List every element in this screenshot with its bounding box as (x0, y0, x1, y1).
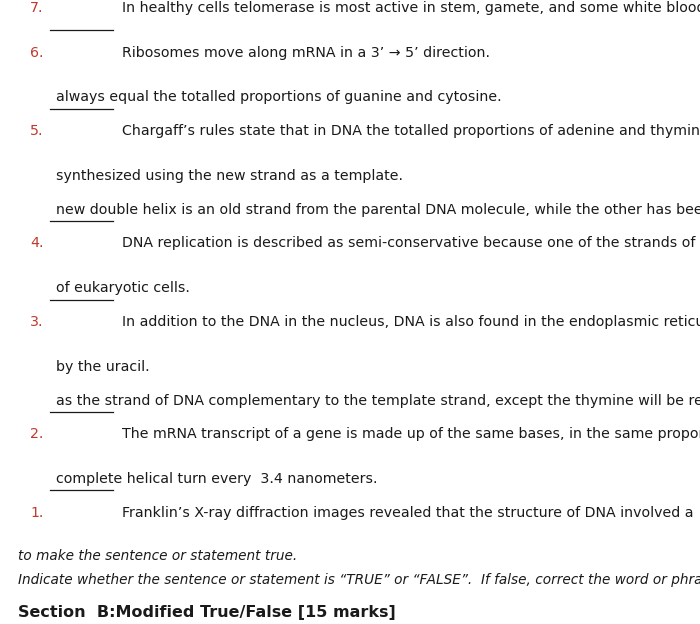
Text: In healthy cells telomerase is most active in stem, gamete, and some white blood: In healthy cells telomerase is most acti… (122, 1, 700, 14)
Text: 3.: 3. (30, 315, 43, 329)
Text: In addition to the DNA in the nucleus, DNA is also found in the endoplasmic reti: In addition to the DNA in the nucleus, D… (122, 315, 700, 329)
Text: always equal the totalled proportions of guanine and cytosine.: always equal the totalled proportions of… (56, 90, 502, 104)
Text: 5.: 5. (30, 124, 43, 138)
Text: The mRNA transcript of a gene is made up of the same bases, in the same proporti: The mRNA transcript of a gene is made up… (122, 427, 700, 441)
Text: of eukaryotic cells.: of eukaryotic cells. (56, 281, 190, 295)
Text: 2.: 2. (30, 427, 43, 441)
Text: as the strand of DNA complementary to the template strand, except the thymine wi: as the strand of DNA complementary to th… (56, 394, 700, 407)
Text: Indicate whether the sentence or statement is “TRUE” or “FALSE”.  If false, corr: Indicate whether the sentence or stateme… (18, 573, 700, 587)
Text: Ribosomes move along mRNA in a 3’ → 5’ direction.: Ribosomes move along mRNA in a 3’ → 5’ d… (122, 46, 491, 59)
Text: 4.: 4. (30, 236, 43, 250)
Text: 1.: 1. (30, 506, 43, 520)
Text: Section  B:Modified True/False [15 marks]: Section B:Modified True/False [15 marks] (18, 605, 395, 620)
Text: DNA replication is described as semi-conservative because one of the strands of : DNA replication is described as semi-con… (122, 236, 700, 250)
Text: new double helix is an old strand from the parental DNA molecule, while the othe: new double helix is an old strand from t… (56, 203, 700, 217)
Text: Franklin’s X-ray diffraction images revealed that the structure of DNA involved : Franklin’s X-ray diffraction images reve… (122, 506, 694, 520)
Text: Chargaff’s rules state that in DNA the totalled proportions of adenine and thymi: Chargaff’s rules state that in DNA the t… (122, 124, 700, 138)
Text: 7.: 7. (30, 1, 43, 14)
Text: to make the sentence or statement true.: to make the sentence or statement true. (18, 549, 297, 563)
Text: by the uracil.: by the uracil. (56, 360, 150, 374)
Text: 6.: 6. (30, 46, 43, 59)
Text: complete helical turn every  3.4 nanometers.: complete helical turn every 3.4 nanomete… (56, 472, 377, 486)
Text: synthesized using the new strand as a template.: synthesized using the new strand as a te… (56, 169, 403, 183)
